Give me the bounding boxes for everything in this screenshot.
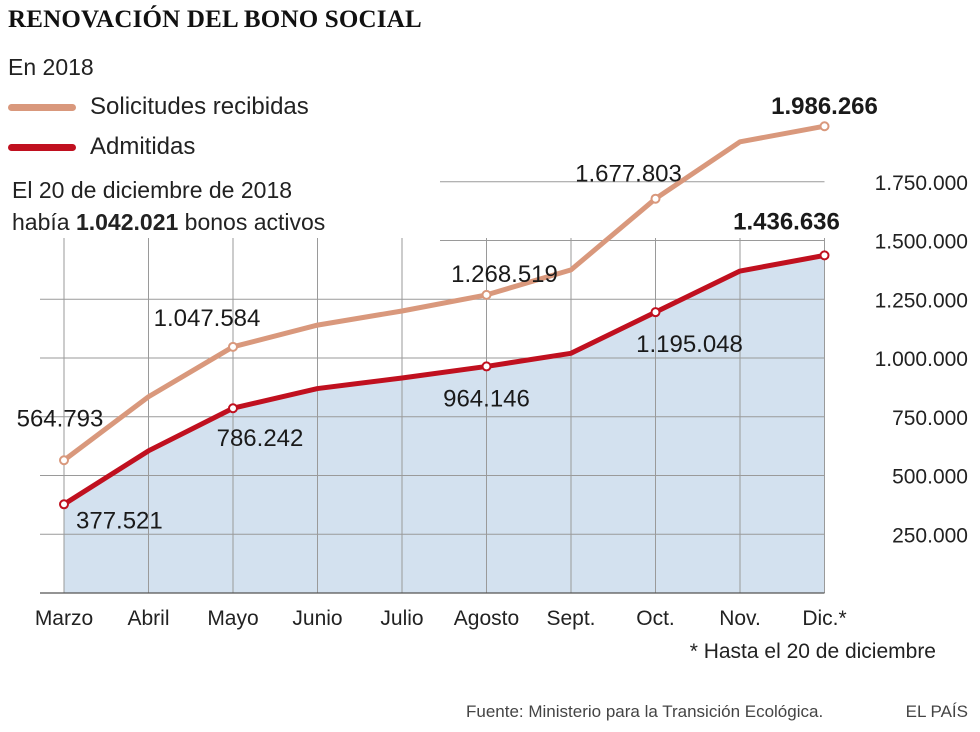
y-tick-label: 1.250.000: [875, 289, 968, 312]
source-credit: Fuente: Ministerio para la Transición Ec…: [466, 702, 824, 721]
series-line-solicitudes: [61, 123, 827, 463]
legend-swatch-solicitudes: [8, 103, 76, 111]
data-point-admitidas: [650, 307, 661, 318]
data-point-solicitudes: [59, 455, 69, 466]
chart-subtitle: En 2018: [8, 54, 94, 80]
data-point-admitidas: [228, 403, 238, 414]
area-admitidas: [64, 255, 825, 593]
footnote: * Hasta el 20 de diciembre: [689, 640, 936, 663]
data-label-admitidas: 964.146: [443, 385, 530, 412]
note-line1: El 20 de diciembre de 2018: [12, 177, 293, 203]
x-tick-label: Agosto: [454, 607, 519, 630]
x-tick-label: Julio: [380, 607, 423, 630]
data-label-solicitudes: 1.268.519: [451, 261, 558, 288]
x-tick-label: Abril: [127, 607, 169, 630]
active-bonos-note: El 20 de diciembre de 2018 había 1.042.0…: [12, 174, 325, 238]
x-tick-label: Sept.: [546, 607, 595, 630]
x-tick-label: Mayo: [207, 607, 258, 630]
data-label-admitidas: 786.242: [217, 425, 304, 452]
y-tick-label: 250.000: [892, 524, 968, 547]
note-line2-suffix: bonos activos: [178, 209, 326, 235]
data-point-solicitudes: [819, 121, 830, 132]
y-tick-label: 1.750.000: [875, 172, 968, 195]
legend-item-solicitudes: Solicitudes recibidas: [8, 92, 309, 122]
note-active-count: 1.042.021: [75, 209, 179, 235]
data-label-solicitudes: 1.986.266: [771, 93, 878, 120]
y-tick-label: 750.000: [892, 407, 968, 430]
legend-label-solicitudes: Solicitudes recibidas: [90, 93, 309, 120]
note-line2-prefix: había: [12, 209, 76, 235]
data-label-admitidas: 1.195.048: [636, 331, 743, 358]
chart-title: RENOVACIÓN DEL BONO SOCIAL: [8, 6, 422, 33]
x-tick-label: Oct.: [636, 607, 675, 630]
data-label-admitidas: 377.521: [76, 507, 163, 534]
data-point-admitidas: [59, 499, 69, 510]
data-point-solicitudes: [650, 193, 661, 204]
legend-swatch-admitidas: [8, 143, 76, 151]
data-point-admitidas: [819, 250, 830, 261]
x-tick-label: Dic.*: [802, 607, 846, 630]
legend-item-admitidas: Admitidas: [8, 132, 195, 162]
data-label-solicitudes: 1.047.584: [154, 305, 261, 332]
x-tick-label: Nov.: [719, 607, 761, 630]
legend-label-admitidas: Admitidas: [90, 133, 196, 160]
data-point-solicitudes: [481, 289, 492, 300]
series-line-admitidas: [61, 252, 827, 507]
data-label-admitidas: 1.436.636: [733, 208, 840, 235]
brand-logo: EL PAÍS: [905, 702, 968, 721]
note-line2: había 1.042.021 bonos activos: [12, 206, 325, 238]
y-tick-label: 500.000: [892, 466, 968, 489]
y-tick-label: 1.000.000: [875, 348, 968, 371]
data-point-solicitudes: [228, 341, 238, 352]
data-point-admitidas: [481, 361, 492, 372]
x-tick-label: Marzo: [35, 607, 93, 630]
y-tick-label: 1.500.000: [875, 231, 968, 254]
x-tick-label: Junio: [292, 607, 342, 630]
data-label-solicitudes: 1.677.803: [575, 161, 682, 188]
data-label-solicitudes: 564.793: [17, 405, 104, 432]
